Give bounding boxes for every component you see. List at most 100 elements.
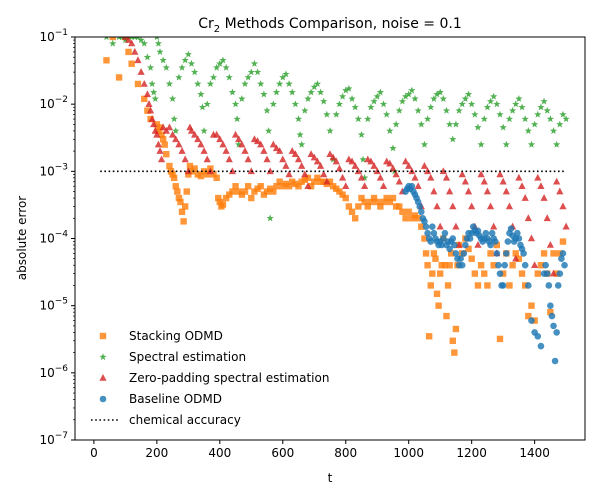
- data-point: [257, 183, 264, 190]
- data-point: [499, 282, 507, 289]
- data-point: [392, 120, 400, 128]
- data-point: [209, 73, 218, 81]
- data-point: [279, 155, 287, 163]
- data-point: [109, 37, 116, 41]
- data-point: [436, 88, 444, 96]
- data-point: [348, 157, 356, 165]
- data-point: [157, 155, 166, 163]
- data-point: [521, 261, 529, 269]
- data-point: [439, 167, 447, 175]
- data-point: [172, 135, 180, 143]
- data-point: [460, 250, 468, 257]
- data-point: [449, 135, 457, 143]
- data-point: [310, 83, 318, 91]
- data-point: [446, 245, 453, 253]
- data-point: [241, 188, 249, 195]
- data-point: [534, 332, 542, 340]
- data-point: [115, 74, 123, 81]
- data-point: [282, 162, 290, 169]
- data-point: [451, 349, 458, 356]
- data-point: [276, 147, 284, 154]
- data-point: [282, 70, 290, 78]
- data-point: [441, 229, 449, 237]
- data-point: [225, 73, 233, 81]
- data-point: [178, 63, 186, 71]
- data-point: [301, 170, 309, 178]
- data-point: [181, 203, 189, 210]
- data-point: [556, 187, 564, 195]
- data-point: [506, 282, 513, 289]
- data-point: [514, 229, 521, 237]
- legend-marker: [99, 395, 107, 403]
- data-point: [165, 123, 174, 131]
- data-point: [351, 162, 359, 169]
- y-tick-label: 10−5: [39, 297, 68, 313]
- data-point: [433, 90, 441, 98]
- data-point: [422, 250, 430, 257]
- data-point: [448, 250, 455, 257]
- data-point: [247, 167, 255, 175]
- data-point: [150, 120, 158, 128]
- data-point: [389, 164, 397, 172]
- data-point: [438, 241, 446, 249]
- data-point: [436, 222, 444, 230]
- data-point: [520, 250, 527, 257]
- data-point: [482, 229, 490, 237]
- data-point: [291, 100, 299, 108]
- data-point: [562, 115, 570, 123]
- data-point: [451, 241, 458, 249]
- data-point: [395, 106, 403, 114]
- data-point: [408, 86, 416, 94]
- data-point: [427, 103, 435, 111]
- data-point: [131, 47, 139, 55]
- data-point: [547, 308, 554, 316]
- data-point: [162, 63, 170, 71]
- data-point: [219, 140, 227, 148]
- y-tick-label: 10−4: [39, 230, 68, 246]
- data-point: [276, 178, 283, 185]
- data-point: [116, 37, 122, 41]
- data-point: [183, 188, 190, 195]
- data-point: [559, 250, 567, 257]
- data-point: [361, 182, 369, 190]
- data-point: [490, 262, 497, 269]
- x-tick-label: 600: [271, 446, 294, 460]
- data-point: [455, 106, 463, 114]
- data-point: [140, 79, 148, 87]
- data-point: [257, 80, 265, 88]
- data-point: [158, 131, 165, 138]
- data-point: [144, 107, 151, 114]
- data-point: [515, 255, 523, 262]
- data-point: [342, 194, 349, 202]
- data-point: [285, 80, 293, 88]
- data-point: [468, 255, 475, 262]
- data-point: [231, 100, 240, 108]
- data-point: [197, 90, 205, 98]
- data-point: [263, 106, 271, 114]
- data-point: [452, 222, 460, 230]
- data-point: [461, 177, 469, 185]
- data-point: [150, 88, 158, 96]
- data-point: [556, 270, 564, 277]
- data-point: [213, 130, 221, 138]
- legend-item-baseline-odmd: Baseline ODMD: [99, 392, 222, 406]
- data-point: [423, 115, 432, 123]
- data-point: [338, 92, 347, 100]
- data-point: [175, 140, 183, 148]
- data-point: [146, 63, 155, 71]
- data-point: [395, 177, 403, 185]
- data-point: [427, 282, 434, 289]
- data-point: [398, 97, 407, 105]
- legend-label: chemical accuracy: [129, 413, 241, 427]
- data-point: [222, 63, 230, 71]
- data-point: [191, 165, 198, 172]
- data-point: [187, 126, 196, 134]
- data-point: [525, 282, 532, 289]
- data-point: [414, 215, 422, 222]
- data-point: [140, 39, 148, 47]
- data-point: [386, 159, 394, 167]
- data-point: [184, 50, 192, 58]
- data-point: [441, 262, 449, 269]
- data-point: [244, 183, 252, 190]
- data-point: [546, 115, 554, 123]
